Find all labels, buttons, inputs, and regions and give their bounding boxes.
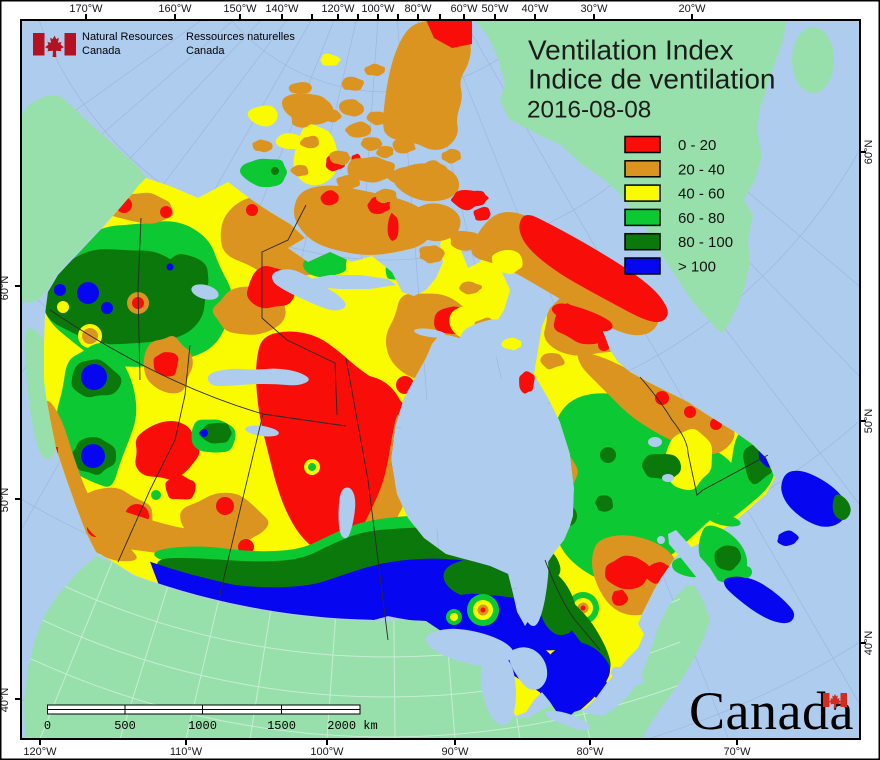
svg-text:60°W: 60°W <box>450 3 478 15</box>
svg-text:50°N: 50°N <box>863 409 875 434</box>
svg-text:20 - 40: 20 - 40 <box>678 161 725 178</box>
svg-text:80°W: 80°W <box>404 3 432 15</box>
svg-text:Indice de ventilation: Indice de ventilation <box>528 64 776 95</box>
svg-text:500: 500 <box>114 719 136 733</box>
svg-text:40°W: 40°W <box>521 3 549 15</box>
svg-text:80 - 100: 80 - 100 <box>678 234 733 251</box>
svg-text:Canada: Canada <box>689 681 854 741</box>
svg-text:Canada: Canada <box>186 45 225 57</box>
svg-text:40°N: 40°N <box>863 631 875 656</box>
svg-text:> 100: > 100 <box>678 259 716 276</box>
svg-text:110°W: 110°W <box>170 746 203 758</box>
svg-text:150°W: 150°W <box>223 3 257 15</box>
svg-text:50°N: 50°N <box>0 488 11 513</box>
svg-text:2016-08-08: 2016-08-08 <box>527 97 651 124</box>
svg-text:90°W: 90°W <box>441 746 469 758</box>
svg-text:0: 0 <box>44 719 51 733</box>
svg-text:Natural Resources: Natural Resources <box>82 31 174 43</box>
svg-text:30°W: 30°W <box>580 3 608 15</box>
svg-text:Ressources naturelles: Ressources naturelles <box>186 31 295 43</box>
svg-text:1000: 1000 <box>188 719 217 733</box>
svg-text:2000 km: 2000 km <box>327 719 377 733</box>
svg-text:140°W: 140°W <box>265 3 299 15</box>
svg-text:Canada: Canada <box>82 45 121 57</box>
svg-text:40°N: 40°N <box>0 688 11 713</box>
svg-text:100°W: 100°W <box>361 3 395 15</box>
svg-text:60 - 80: 60 - 80 <box>678 210 725 227</box>
svg-text:Ventilation Index: Ventilation Index <box>528 35 734 66</box>
svg-text:50°W: 50°W <box>481 3 509 15</box>
svg-text:120°W: 120°W <box>321 3 355 15</box>
svg-text:80°W: 80°W <box>576 746 604 758</box>
svg-text:1500: 1500 <box>267 719 296 733</box>
svg-text:160°W: 160°W <box>158 3 192 15</box>
svg-text:120°W: 120°W <box>23 746 57 758</box>
svg-text:70°W: 70°W <box>723 746 751 758</box>
svg-text:60°N: 60°N <box>863 140 875 165</box>
svg-text:0 - 20: 0 - 20 <box>678 137 716 154</box>
svg-text:100°W: 100°W <box>310 746 344 758</box>
svg-text:40 - 60: 40 - 60 <box>678 186 725 203</box>
svg-text:60°N: 60°N <box>0 276 11 301</box>
svg-text:170°W: 170°W <box>69 3 103 15</box>
svg-text:20°W: 20°W <box>678 3 706 15</box>
